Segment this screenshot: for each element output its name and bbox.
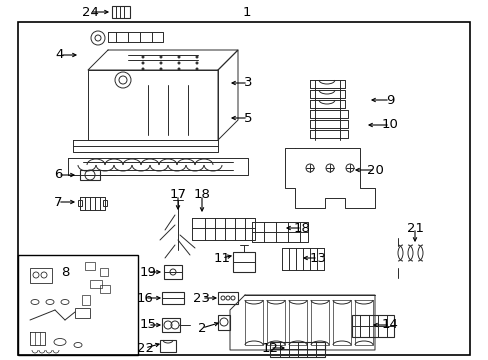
Text: 20: 20 (366, 163, 383, 176)
Bar (354, 300, 372, 345)
Bar (100, 268, 108, 276)
Bar (310, 300, 328, 345)
Text: 5: 5 (243, 112, 252, 125)
Text: 10: 10 (381, 118, 398, 131)
Bar (269, 342, 325, 357)
Text: 14: 14 (381, 319, 398, 332)
Bar (162, 318, 180, 332)
Ellipse shape (178, 56, 180, 58)
Bar (18, 255, 138, 355)
Text: 16: 16 (136, 292, 153, 305)
Text: 17: 17 (169, 189, 186, 202)
Text: 18: 18 (293, 221, 310, 234)
Bar (162, 292, 183, 304)
Bar (218, 292, 238, 304)
Ellipse shape (142, 56, 143, 58)
Bar (163, 265, 182, 279)
Text: 12: 12 (261, 342, 278, 355)
Ellipse shape (160, 68, 162, 70)
Bar (82, 295, 90, 305)
Bar (266, 300, 285, 345)
Bar (103, 200, 107, 206)
Text: 23: 23 (193, 292, 210, 305)
Ellipse shape (196, 56, 198, 58)
Bar (332, 300, 350, 345)
Bar (218, 315, 229, 330)
Text: 8: 8 (61, 266, 69, 279)
Text: 1: 1 (242, 5, 251, 18)
Text: 11: 11 (213, 252, 230, 265)
Ellipse shape (196, 68, 198, 70)
Text: 18: 18 (193, 189, 210, 202)
Ellipse shape (178, 62, 180, 64)
Bar (30, 268, 52, 283)
Bar (288, 300, 306, 345)
Ellipse shape (160, 56, 162, 58)
Text: 4: 4 (56, 49, 64, 62)
Ellipse shape (142, 62, 143, 64)
Text: 13: 13 (309, 252, 326, 265)
Text: 3: 3 (243, 77, 252, 90)
Bar (90, 280, 102, 288)
Bar (112, 6, 130, 18)
Ellipse shape (160, 62, 162, 64)
Bar (80, 170, 100, 180)
Ellipse shape (142, 68, 143, 70)
Text: 9: 9 (385, 94, 393, 107)
Bar (160, 340, 176, 352)
Bar (75, 308, 90, 318)
Text: 15: 15 (139, 319, 156, 332)
Bar (232, 252, 254, 272)
Text: 19: 19 (139, 266, 156, 279)
Bar (351, 315, 393, 337)
Ellipse shape (196, 62, 198, 64)
Text: 21: 21 (406, 221, 423, 234)
Text: 24: 24 (81, 5, 98, 18)
Text: 22: 22 (136, 342, 153, 355)
Text: 2: 2 (197, 321, 206, 334)
Bar (78, 200, 82, 206)
Text: 6: 6 (54, 168, 62, 181)
Bar (244, 300, 263, 345)
Bar (100, 285, 110, 293)
Bar (85, 262, 95, 270)
Text: 7: 7 (54, 195, 62, 208)
Ellipse shape (178, 68, 180, 70)
